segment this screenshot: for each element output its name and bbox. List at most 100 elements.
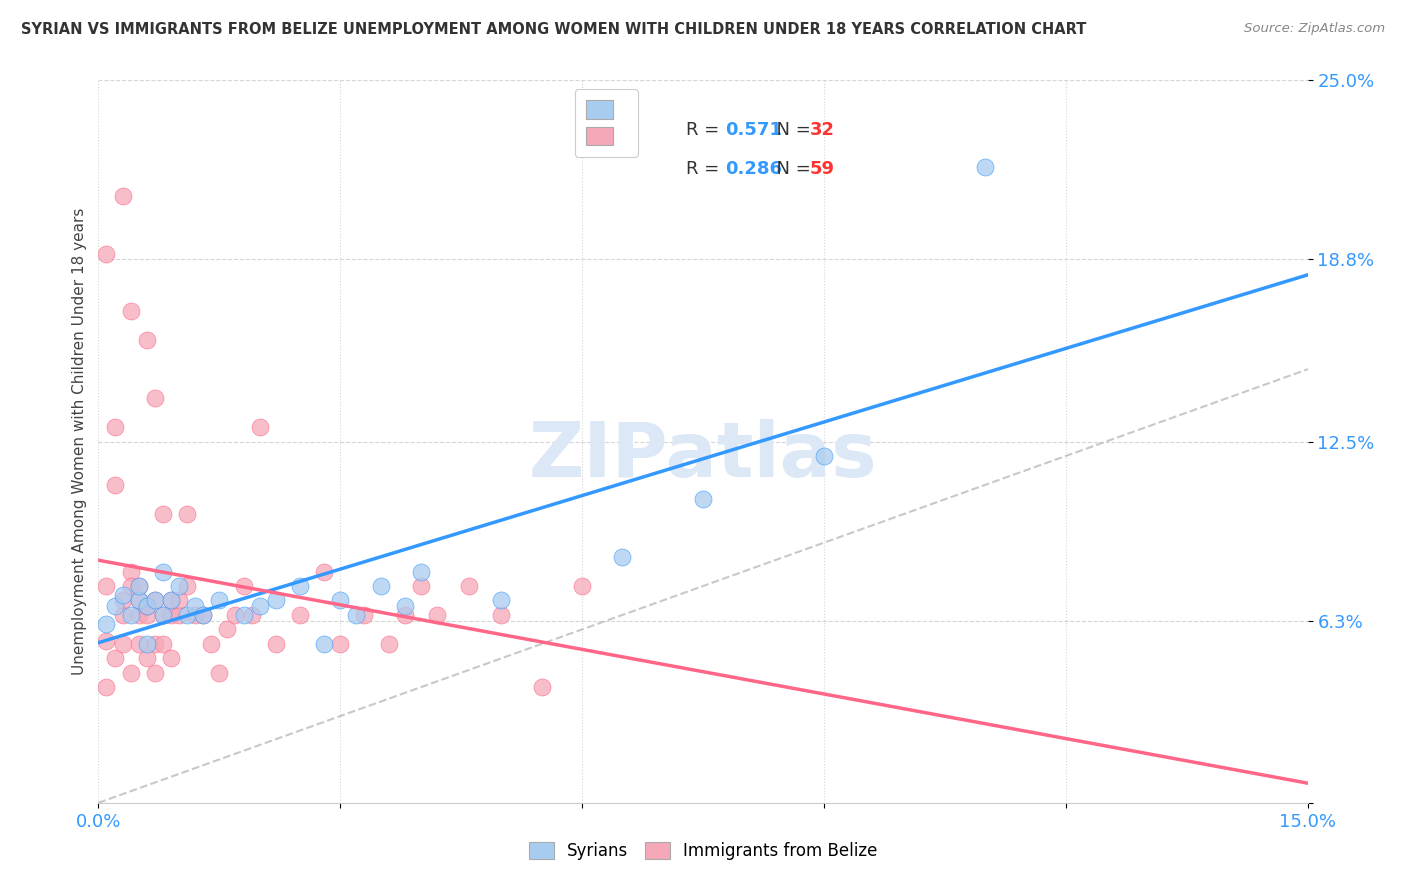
Point	[193, 607, 215, 622]
Point	[152, 607, 174, 622]
Point	[314, 637, 336, 651]
Text: N =: N =	[765, 121, 817, 139]
Point	[160, 593, 183, 607]
Point	[128, 637, 150, 651]
Point	[249, 420, 271, 434]
Point	[152, 607, 174, 622]
Point	[152, 507, 174, 521]
Point	[143, 665, 166, 680]
Point	[232, 607, 254, 622]
Point	[426, 607, 449, 622]
Text: 59: 59	[810, 161, 835, 178]
Point	[458, 579, 481, 593]
Text: R =: R =	[686, 121, 725, 139]
Point	[96, 680, 118, 694]
Point	[120, 565, 142, 579]
Text: Source: ZipAtlas.com: Source: ZipAtlas.com	[1244, 22, 1385, 36]
Point	[314, 565, 336, 579]
Point	[491, 593, 513, 607]
Point	[111, 189, 134, 203]
Point	[152, 565, 174, 579]
Point	[167, 593, 190, 607]
Point	[184, 599, 207, 614]
Point	[240, 607, 263, 622]
Point	[135, 599, 157, 614]
Point	[152, 637, 174, 651]
Point	[128, 593, 150, 607]
Point	[329, 637, 352, 651]
Point	[394, 607, 416, 622]
Point	[974, 160, 997, 174]
Point	[176, 607, 198, 622]
Point	[135, 599, 157, 614]
Text: N =: N =	[765, 161, 817, 178]
Point	[409, 565, 432, 579]
Point	[128, 593, 150, 607]
Point	[288, 607, 311, 622]
Text: 0.286: 0.286	[725, 161, 783, 178]
Point	[491, 607, 513, 622]
Point	[692, 492, 714, 507]
Point	[200, 637, 222, 651]
Text: ZIPatlas: ZIPatlas	[529, 419, 877, 493]
Point	[120, 665, 142, 680]
Point	[143, 391, 166, 405]
Point	[184, 607, 207, 622]
Point	[120, 579, 142, 593]
Text: 32: 32	[810, 121, 835, 139]
Point	[167, 579, 190, 593]
Point	[103, 420, 125, 434]
Point	[135, 637, 157, 651]
Point	[176, 579, 198, 593]
Point	[103, 478, 125, 492]
Point	[96, 616, 118, 631]
Point	[224, 607, 246, 622]
Point	[128, 607, 150, 622]
Point	[249, 599, 271, 614]
Point	[813, 449, 835, 463]
Point	[103, 651, 125, 665]
Point	[111, 588, 134, 602]
Point	[353, 607, 375, 622]
Point	[288, 579, 311, 593]
Point	[167, 607, 190, 622]
Point	[612, 550, 634, 565]
Point	[103, 599, 125, 614]
Point	[160, 593, 183, 607]
Point	[370, 579, 392, 593]
Point	[143, 593, 166, 607]
Point	[264, 637, 287, 651]
Point	[160, 607, 183, 622]
Y-axis label: Unemployment Among Women with Children Under 18 years: Unemployment Among Women with Children U…	[72, 208, 87, 675]
Point	[111, 607, 134, 622]
Point	[111, 593, 134, 607]
Point	[571, 579, 593, 593]
Point	[394, 599, 416, 614]
Point	[96, 634, 118, 648]
Point	[96, 579, 118, 593]
Point	[135, 334, 157, 348]
Point	[135, 651, 157, 665]
Point	[409, 579, 432, 593]
Point	[143, 637, 166, 651]
Legend: Syrians, Immigrants from Belize: Syrians, Immigrants from Belize	[522, 835, 884, 867]
Text: SYRIAN VS IMMIGRANTS FROM BELIZE UNEMPLOYMENT AMONG WOMEN WITH CHILDREN UNDER 18: SYRIAN VS IMMIGRANTS FROM BELIZE UNEMPLO…	[21, 22, 1087, 37]
Point	[96, 246, 118, 260]
Point	[128, 579, 150, 593]
Point	[232, 579, 254, 593]
Point	[120, 304, 142, 318]
Point	[128, 579, 150, 593]
Point	[135, 607, 157, 622]
Text: R =: R =	[686, 161, 725, 178]
Point	[208, 665, 231, 680]
Point	[111, 637, 134, 651]
Point	[264, 593, 287, 607]
Text: 0.571: 0.571	[725, 121, 782, 139]
Point	[217, 623, 239, 637]
Point	[143, 593, 166, 607]
Point	[193, 607, 215, 622]
Point	[176, 507, 198, 521]
Point	[120, 607, 142, 622]
Point	[377, 637, 399, 651]
Point	[329, 593, 352, 607]
